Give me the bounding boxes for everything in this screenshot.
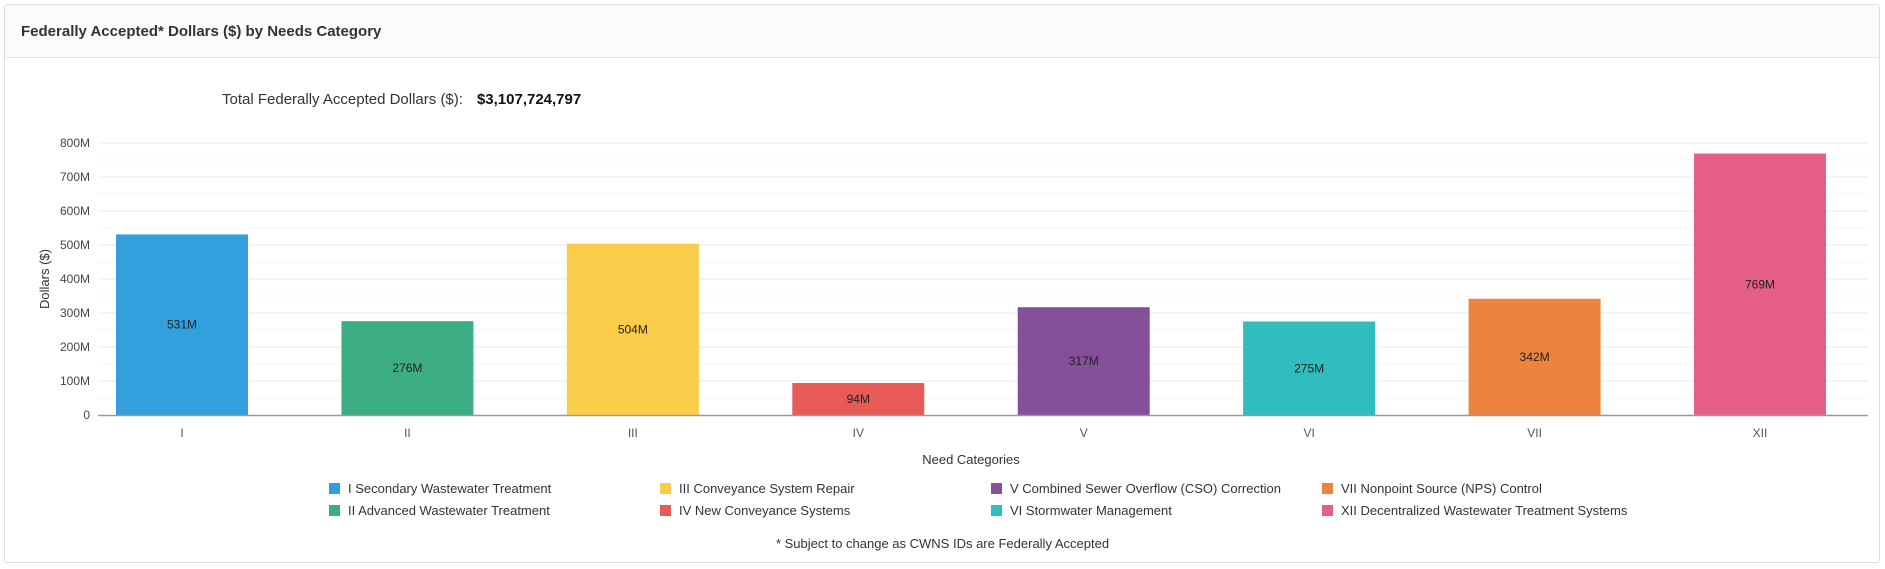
x-tick-label: III [628,426,638,440]
legend-label: V Combined Sewer Overflow (CSO) Correcti… [1010,481,1281,496]
legend-swatch [991,483,1002,494]
x-tick-label: VII [1527,426,1542,440]
x-axis-title: Need Categories [922,452,1020,467]
data-label: 342M [1520,350,1550,364]
bar-V [1017,307,1150,415]
legend-item[interactable]: V Combined Sewer Overflow (CSO) Correcti… [991,481,1322,496]
legend-swatch [660,483,671,494]
legend-item[interactable]: VII Nonpoint Source (NPS) Control [1322,481,1653,496]
y-tick-label: 300M [60,306,90,320]
bar-I [116,234,248,415]
legend-label: IV New Conveyance Systems [679,503,851,518]
y-tick-label: 100M [60,374,90,388]
data-label: 317M [1069,354,1099,368]
legend-swatch [1322,483,1333,494]
legend-label: II Advanced Wastewater Treatment [348,503,550,518]
legend-item[interactable]: I Secondary Wastewater Treatment [329,481,660,496]
legend-swatch [660,505,671,516]
y-tick-label: 800M [60,136,90,150]
legend-swatch [1322,505,1333,516]
legend-label: I Secondary Wastewater Treatment [348,481,552,496]
legend-item[interactable]: II Advanced Wastewater Treatment [329,503,660,518]
total-value: $3,107,724,797 [476,91,582,108]
legend-label: VI Stormwater Management [1010,503,1172,518]
panel-title: Federally Accepted* Dollars ($) by Needs… [21,22,382,40]
chart-panel: Federally Accepted* Dollars ($) by Needs… [4,4,1880,563]
data-label: 276M [392,361,422,375]
bar-XII [1694,153,1826,416]
bar-III [566,243,699,415]
legend-label: XII Decentralized Wastewater Treatment S… [1341,503,1628,518]
y-tick-label: 500M [60,238,90,252]
panel-header: Federally Accepted* Dollars ($) by Needs… [5,5,1879,58]
legend-item[interactable]: IV New Conveyance Systems [660,503,991,518]
y-tick-label: 400M [60,272,90,286]
total-summary: Total Federally Accepted Dollars ($): $3,… [222,91,581,108]
bar-IV [792,383,925,415]
legend-label: VII Nonpoint Source (NPS) Control [1341,481,1542,496]
legend: I Secondary Wastewater Treatment III Conv… [329,481,1653,518]
bar-VII [1468,298,1601,415]
footnote: * Subject to change as CWNS IDs are Fede… [775,536,1110,551]
y-tick-label: 0 [83,408,90,422]
total-label: Total Federally Accepted Dollars ($): [222,91,463,108]
data-label: 94M [847,392,870,406]
bar-II [341,321,474,415]
legend-swatch [991,505,1002,516]
data-label: 504M [618,322,648,336]
x-tick-label: V [1080,426,1088,440]
legend-item[interactable]: XII Decentralized Wastewater Treatment S… [1322,503,1653,518]
legend-item[interactable]: III Conveyance System Repair [660,481,991,496]
x-tick-label: XII [1753,426,1768,440]
y-axis-title: Dollars ($) [37,249,52,309]
y-tick-label: 200M [60,340,90,354]
legend-item[interactable]: VI Stormwater Management [991,503,1322,518]
y-tick-label: 700M [60,170,90,184]
legend-swatch [329,483,340,494]
x-tick-label: I [180,426,183,440]
legend-swatch [329,505,340,516]
y-tick-label: 600M [60,204,90,218]
data-label: 769M [1745,277,1775,291]
data-label: 275M [1294,361,1324,375]
x-tick-label: II [404,426,411,440]
x-tick-label: IV [853,426,864,440]
legend-label: III Conveyance System Repair [679,481,855,496]
x-tick-label: VI [1303,426,1314,440]
data-label: 531M [167,318,197,332]
bar-VI [1243,321,1376,415]
